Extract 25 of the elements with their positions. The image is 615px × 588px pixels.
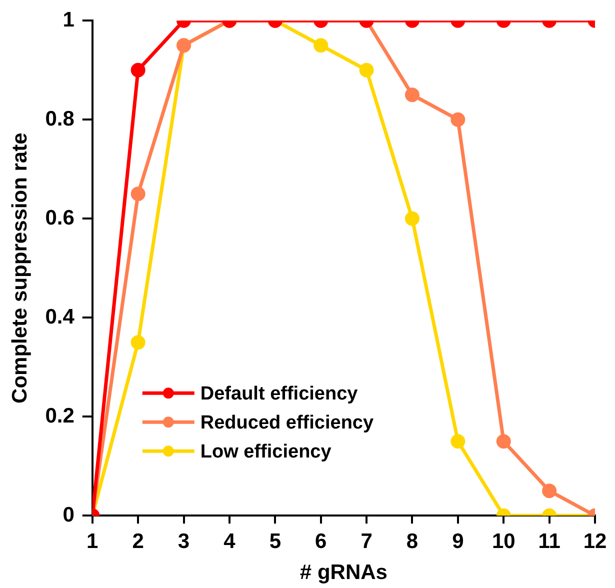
x-tick-label: 5 <box>269 530 282 553</box>
point <box>404 211 420 226</box>
x-tick-label: 2 <box>132 530 144 553</box>
x-tick-label: 3 <box>178 530 190 553</box>
y-tick-label: 0 <box>62 503 74 526</box>
y-tick-label: 0.8 <box>45 107 75 130</box>
x-tick-label: 9 <box>452 530 464 553</box>
x-tick-label: 12 <box>583 530 607 553</box>
x-tick-label: 4 <box>224 530 236 553</box>
x-tick-label: 11 <box>538 530 561 553</box>
x-tick-label: 6 <box>315 530 327 553</box>
x-tick-label: 8 <box>406 530 418 553</box>
x-axis-title: # gRNAs <box>300 561 388 584</box>
y-tick-label: 0.4 <box>45 305 75 328</box>
x-tick-label: 10 <box>492 530 516 553</box>
x-tick-label: 1 <box>86 530 99 553</box>
x-tick-label: 7 <box>360 530 372 553</box>
y-tick-label: 0.2 <box>45 404 74 428</box>
y-axis-title: Complete suppression rate <box>8 132 32 404</box>
legend-label: Default efficiency <box>200 383 358 404</box>
y-tick-label: 1 <box>62 8 75 32</box>
y-tick-label: 0.6 <box>45 206 74 230</box>
point <box>130 335 146 350</box>
legend-label: Low efficiency <box>200 441 332 462</box>
legend-label: Reduced efficiency <box>200 412 374 434</box>
